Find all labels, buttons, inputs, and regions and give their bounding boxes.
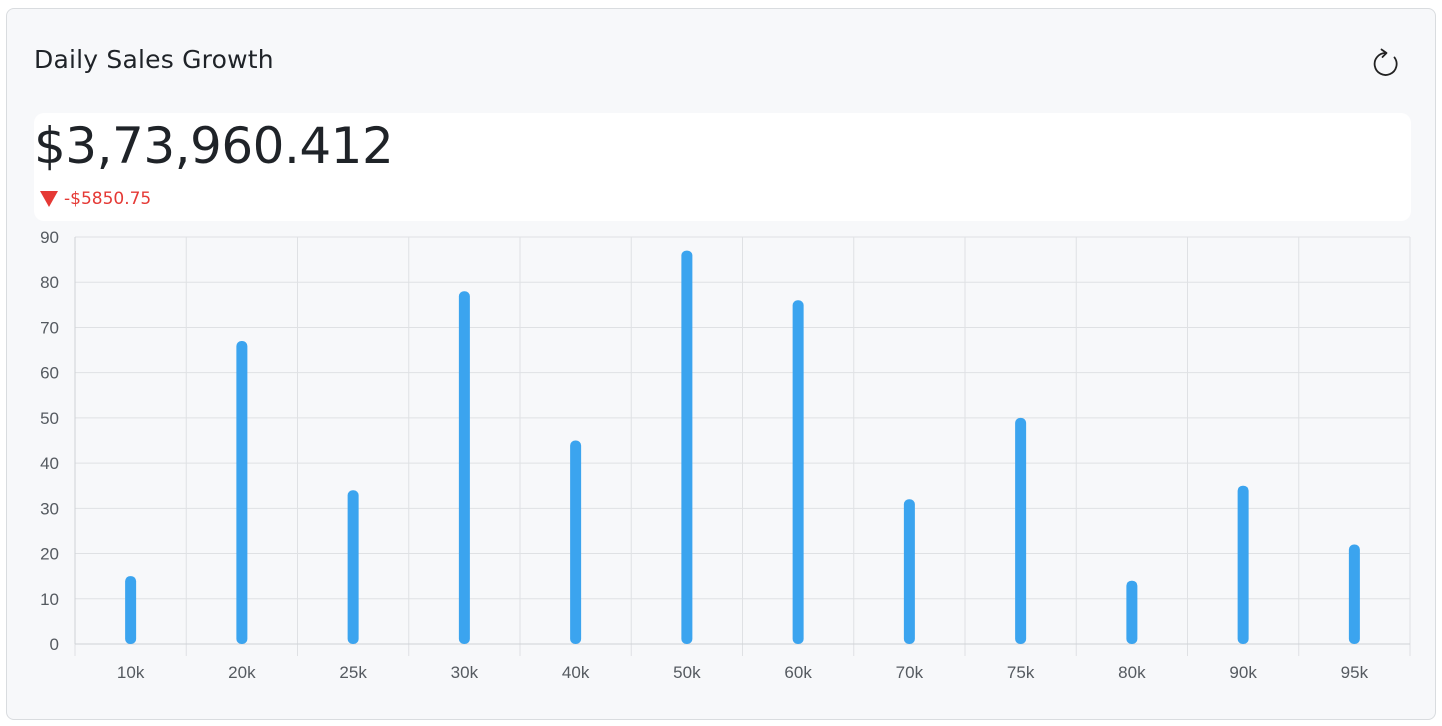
refresh-icon bbox=[1373, 48, 1398, 76]
triangle-down-icon bbox=[40, 191, 58, 207]
card-title: Daily Sales Growth bbox=[34, 45, 274, 74]
refresh-button[interactable] bbox=[1367, 45, 1405, 83]
sales-card: Daily Sales Growth $3,73,960.412 -$5850.… bbox=[6, 8, 1436, 720]
change-indicator: -$5850.75 bbox=[40, 189, 151, 209]
summary-box: $3,73,960.412 -$5850.75 bbox=[34, 113, 1411, 221]
change-value: -$5850.75 bbox=[64, 189, 152, 209]
total-amount: $3,73,960.412 bbox=[34, 117, 394, 175]
